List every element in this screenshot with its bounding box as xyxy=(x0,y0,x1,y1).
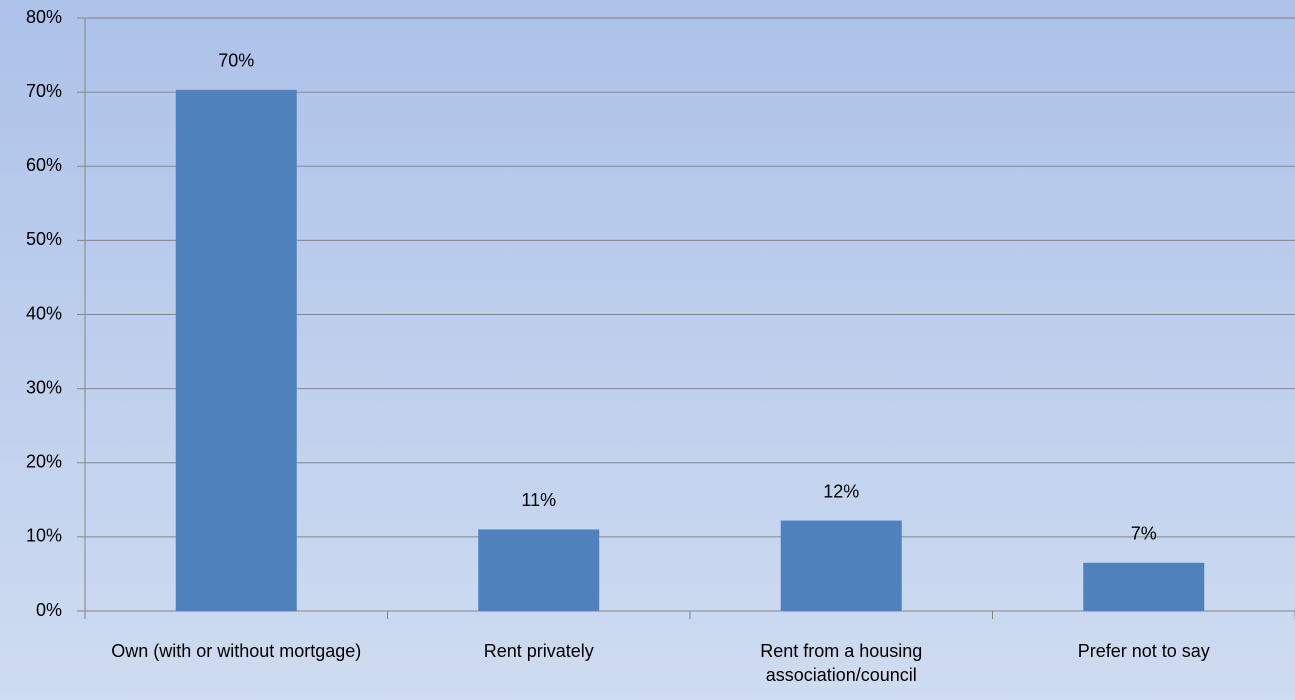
x-tick-label-box: Rent from a housing association/council xyxy=(760,641,923,685)
data-label: 12% xyxy=(823,481,859,501)
data-label: 7% xyxy=(1131,524,1157,544)
y-tick-label: 80% xyxy=(26,7,62,27)
y-tick-label: 0% xyxy=(36,600,62,620)
y-tick-label: 20% xyxy=(26,452,62,472)
y-tick-label: 40% xyxy=(26,303,62,323)
x-tick-label: Own (with or without mortgage) xyxy=(111,641,362,661)
x-tick-label: Rent privately xyxy=(483,641,594,661)
y-tick-label: 50% xyxy=(26,229,62,249)
bar xyxy=(478,529,600,611)
y-tick-label: 70% xyxy=(26,81,62,101)
x-tick-label-box: Own (with or without mortgage) xyxy=(111,641,362,661)
x-tick-label-box: Prefer not to say xyxy=(1077,641,1210,661)
bar xyxy=(780,520,902,611)
bar xyxy=(1083,562,1205,611)
y-tick-label: 60% xyxy=(26,155,62,175)
x-tick-label-box: Rent privately xyxy=(483,641,594,661)
data-label: 70% xyxy=(218,51,254,71)
x-tick-label: Prefer not to say xyxy=(1077,641,1210,661)
bar xyxy=(175,89,297,612)
y-tick-label: 30% xyxy=(26,377,62,397)
data-label: 11% xyxy=(521,490,556,510)
x-tick-label: Rent from a housing association/council xyxy=(760,641,923,685)
y-tick-label: 10% xyxy=(26,526,62,546)
